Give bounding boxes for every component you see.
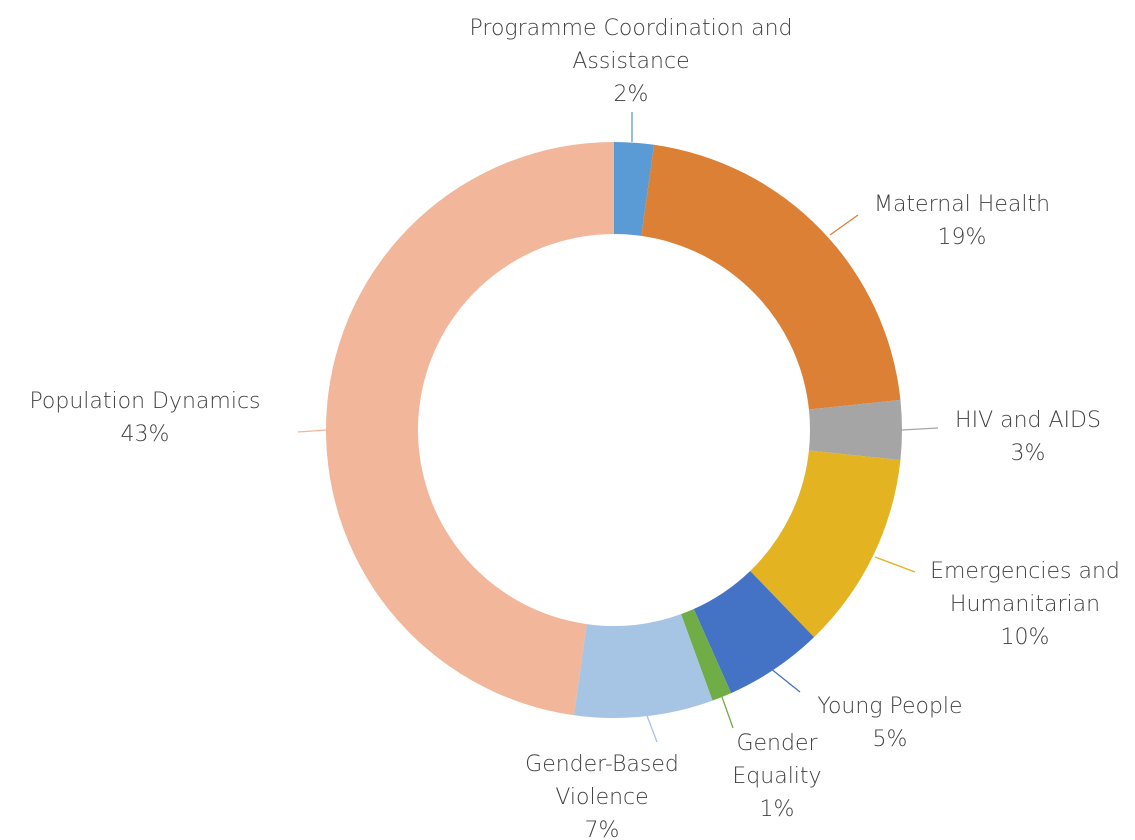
slice <box>681 609 732 701</box>
value-label: 43% <box>120 422 170 447</box>
category-label: Gender-Based Violence <box>525 752 679 810</box>
data-label: Gender-Based Violence 7% <box>507 748 697 840</box>
category-label: Programme Coordination and Assistance <box>469 16 793 74</box>
leader-line <box>901 427 939 431</box>
value-label: 10% <box>1000 625 1050 650</box>
slice <box>693 570 815 694</box>
data-label: Gender Equality 1% <box>722 727 832 826</box>
leader-line <box>769 667 801 693</box>
value-label: 7% <box>584 818 620 840</box>
data-label: Maternal Health 19% <box>852 188 1072 254</box>
leader-line <box>829 214 859 236</box>
data-label: Programme Coordination and Assistance 2% <box>466 12 796 111</box>
leader-line <box>874 556 916 573</box>
slice <box>750 450 901 638</box>
data-label: Population Dynamics 43% <box>5 385 285 451</box>
category-label: HIV and AIDS <box>955 408 1101 433</box>
category-label: Maternal Health <box>873 192 1051 217</box>
value-label: 19% <box>937 225 987 250</box>
slice <box>573 614 713 718</box>
category-label: Emergencies and Humanitarian <box>930 559 1120 617</box>
value-label: 1% <box>759 797 795 822</box>
value-label: 2% <box>613 82 649 107</box>
data-label: Young People 5% <box>790 690 990 756</box>
value-label: 3% <box>1010 441 1046 466</box>
slice <box>808 399 902 461</box>
leader-line <box>645 712 658 743</box>
category-label: Young People <box>817 694 963 719</box>
slice <box>641 144 901 410</box>
slice <box>614 142 655 236</box>
leader-line <box>721 696 734 729</box>
slice <box>326 142 614 716</box>
value-label: 5% <box>872 727 908 752</box>
category-label: Gender Equality <box>732 731 822 789</box>
leader-line <box>297 429 327 433</box>
category-label: Population Dynamics <box>29 389 261 414</box>
data-label: HIV and AIDS 3% <box>928 404 1128 470</box>
data-label: Emergencies and Humanitarian 10% <box>915 555 1135 654</box>
